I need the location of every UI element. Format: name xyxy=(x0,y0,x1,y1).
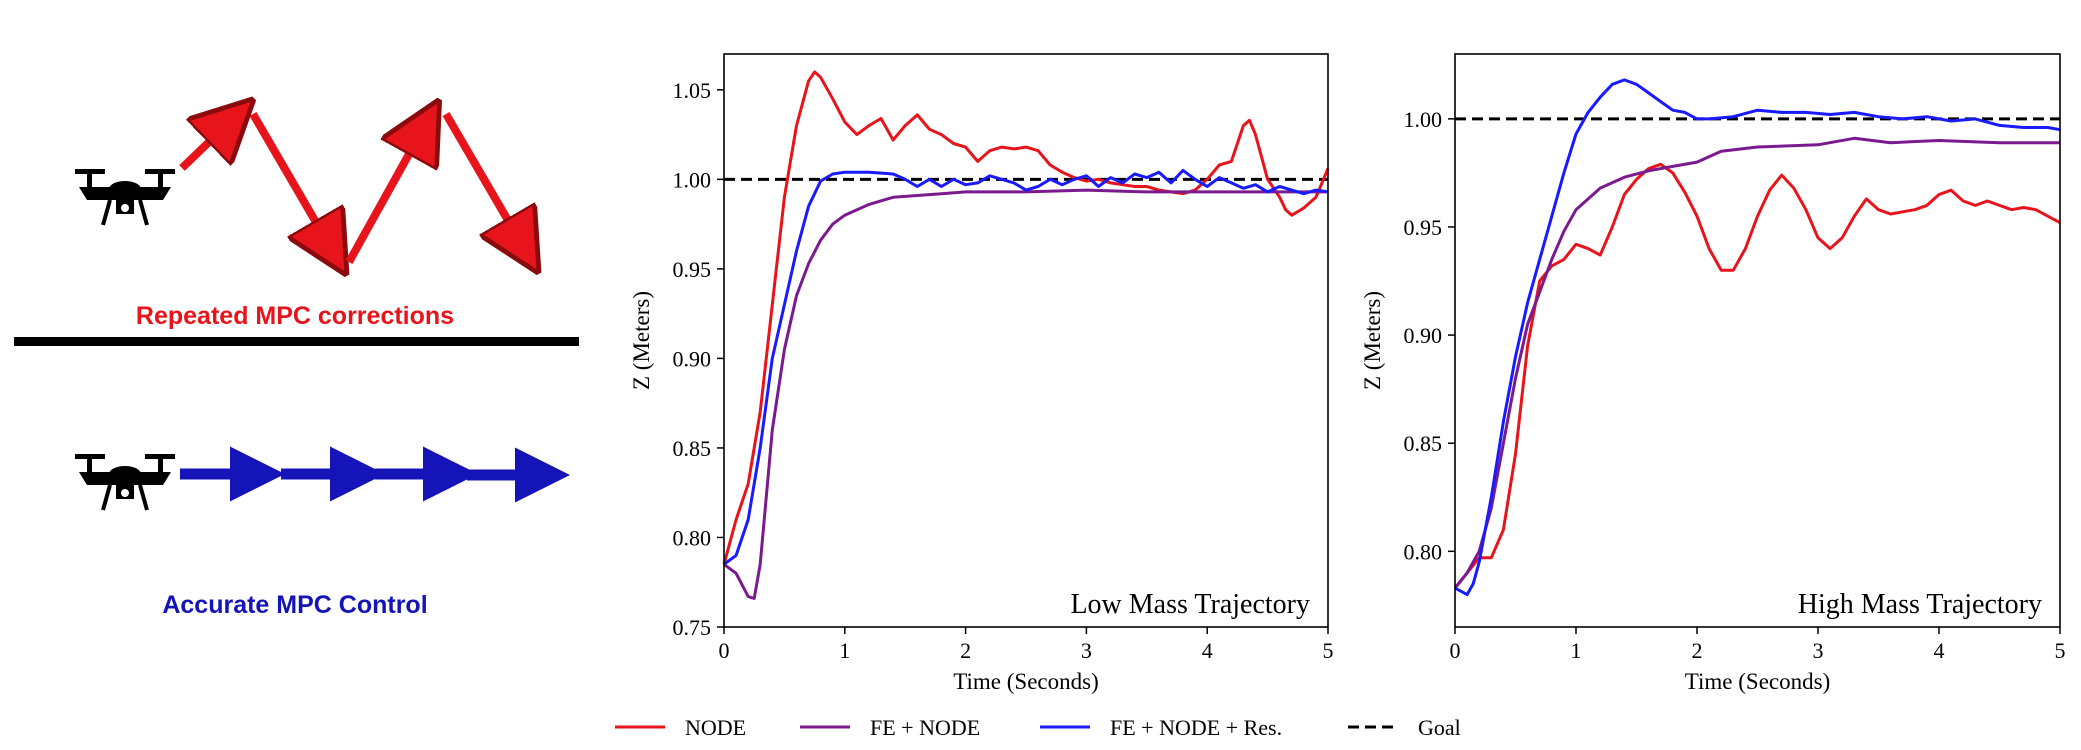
x-tick-label: 2 xyxy=(960,638,971,663)
drone-icon xyxy=(75,169,175,226)
accurate-arrows xyxy=(180,446,570,503)
y-tick-label: 0.80 xyxy=(673,525,712,550)
y-axis-label: Z (Meters) xyxy=(1360,291,1385,390)
x-axis-label: Time (Seconds) xyxy=(1685,669,1830,694)
plot-frame xyxy=(723,53,1329,628)
bottom-caption: Accurate MPC Control xyxy=(162,591,427,619)
legend-label: FE + NODE + Res. xyxy=(1110,715,1282,740)
x-tick-label: 1 xyxy=(839,638,850,663)
series-line-node xyxy=(1453,162,2061,590)
x-tick-label: 3 xyxy=(1813,638,1824,663)
y-tick-label: 0.80 xyxy=(1404,539,1443,564)
series-line-fe-node xyxy=(1453,136,2060,590)
legend: NODE FE + NODE FE + NODE + Res. Goal xyxy=(615,715,1461,740)
series-line-fe-node-res xyxy=(1454,78,2061,597)
chart-annotation: High Mass Trajectory xyxy=(1798,589,2042,620)
x-tick-label: 3 xyxy=(1081,638,1092,663)
y-tick-label: 1.00 xyxy=(1404,107,1443,132)
x-tick-label: 5 xyxy=(1323,638,1334,663)
divider xyxy=(14,337,579,346)
x-tick-label: 2 xyxy=(1692,638,1703,663)
legend-label: FE + NODE xyxy=(870,715,980,740)
y-tick-label: 0.75 xyxy=(673,615,712,640)
x-tick-label: 5 xyxy=(2055,638,2066,663)
y-tick-label: 0.95 xyxy=(1404,215,1443,240)
series-line-fe-node-res xyxy=(723,168,1329,566)
top-caption: Repeated MPC corrections xyxy=(136,302,454,330)
x-tick-label: 4 xyxy=(1934,638,1945,663)
y-tick-label: 0.85 xyxy=(1404,431,1443,456)
plot-frame xyxy=(1454,53,2061,628)
low-mass-chart: 0 1 2 3 4 5 0.75 0.80 0.85 0.90 0.95 1.00 1.05 Time (… xyxy=(629,53,1334,694)
chart-annotation: Low Mass Trajectory xyxy=(1070,589,1310,620)
y-tick-label: 0.85 xyxy=(673,436,712,461)
x-tick-label: 4 xyxy=(1202,638,1213,663)
series-line-fe-node xyxy=(723,188,1328,600)
y-tick-label: 0.90 xyxy=(1404,323,1443,348)
illustration-panel: Repeated MPC corrections Accurate MPC Co… xyxy=(14,114,579,619)
y-axis-label: Z (Meters) xyxy=(629,291,654,390)
y-tick-label: 1.00 xyxy=(673,167,712,192)
drone-icon xyxy=(75,454,175,511)
x-tick-label: 1 xyxy=(1571,638,1582,663)
y-tick-label: 1.05 xyxy=(673,78,712,103)
legend-label: NODE xyxy=(685,715,746,740)
y-tick-label: 0.90 xyxy=(673,346,712,371)
legend-label: Goal xyxy=(1418,715,1461,740)
high-mass-chart: 0 1 2 3 4 5 0.80 0.85 0.90 0.95 1.00 Time (Seconds)… xyxy=(1360,53,2066,694)
y-tick-label: 0.95 xyxy=(673,257,712,282)
x-tick-label: 0 xyxy=(719,638,730,663)
x-axis-label: Time (Seconds) xyxy=(953,669,1098,694)
x-tick-label: 0 xyxy=(1450,638,1461,663)
series-line-node xyxy=(722,70,1330,565)
correction-arrows xyxy=(179,114,527,262)
